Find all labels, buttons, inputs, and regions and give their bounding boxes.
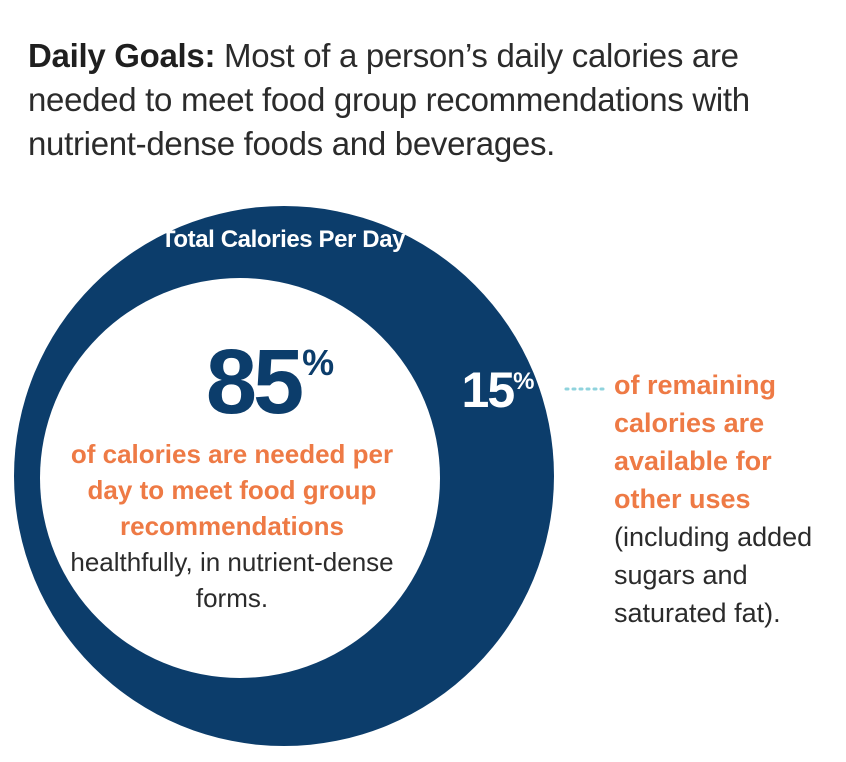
side-stat-value: 15% — [443, 360, 553, 420]
main-stat-detail: healthfully, in nutrient-dense forms. — [70, 547, 394, 613]
main-stat-number: 85 — [205, 331, 304, 433]
side-stat-number: 15 — [461, 362, 516, 418]
side-stat-unit: % — [513, 368, 535, 395]
side-stat-description: of remaining calories are available for … — [614, 366, 844, 632]
headline: Daily Goals: Most of a person’s daily ca… — [28, 34, 818, 166]
side-stat-highlight: of remaining calories are available for … — [614, 370, 777, 514]
food-group-portion — [40, 278, 440, 678]
main-stat-highlight: of calories are needed per day to meet f… — [70, 439, 394, 541]
headline-text: Most of a person’s daily calories are ne… — [28, 37, 750, 162]
main-stat-description: of calories are needed per day to meet f… — [60, 436, 404, 616]
main-stat-unit: % — [302, 342, 335, 383]
side-stat-detail: (including added sugars and saturated fa… — [614, 522, 813, 628]
headline-lead: Daily Goals: — [28, 37, 216, 74]
main-stat-value: 85% — [170, 332, 370, 432]
circle-title: Total Calories Per Day — [160, 226, 406, 253]
